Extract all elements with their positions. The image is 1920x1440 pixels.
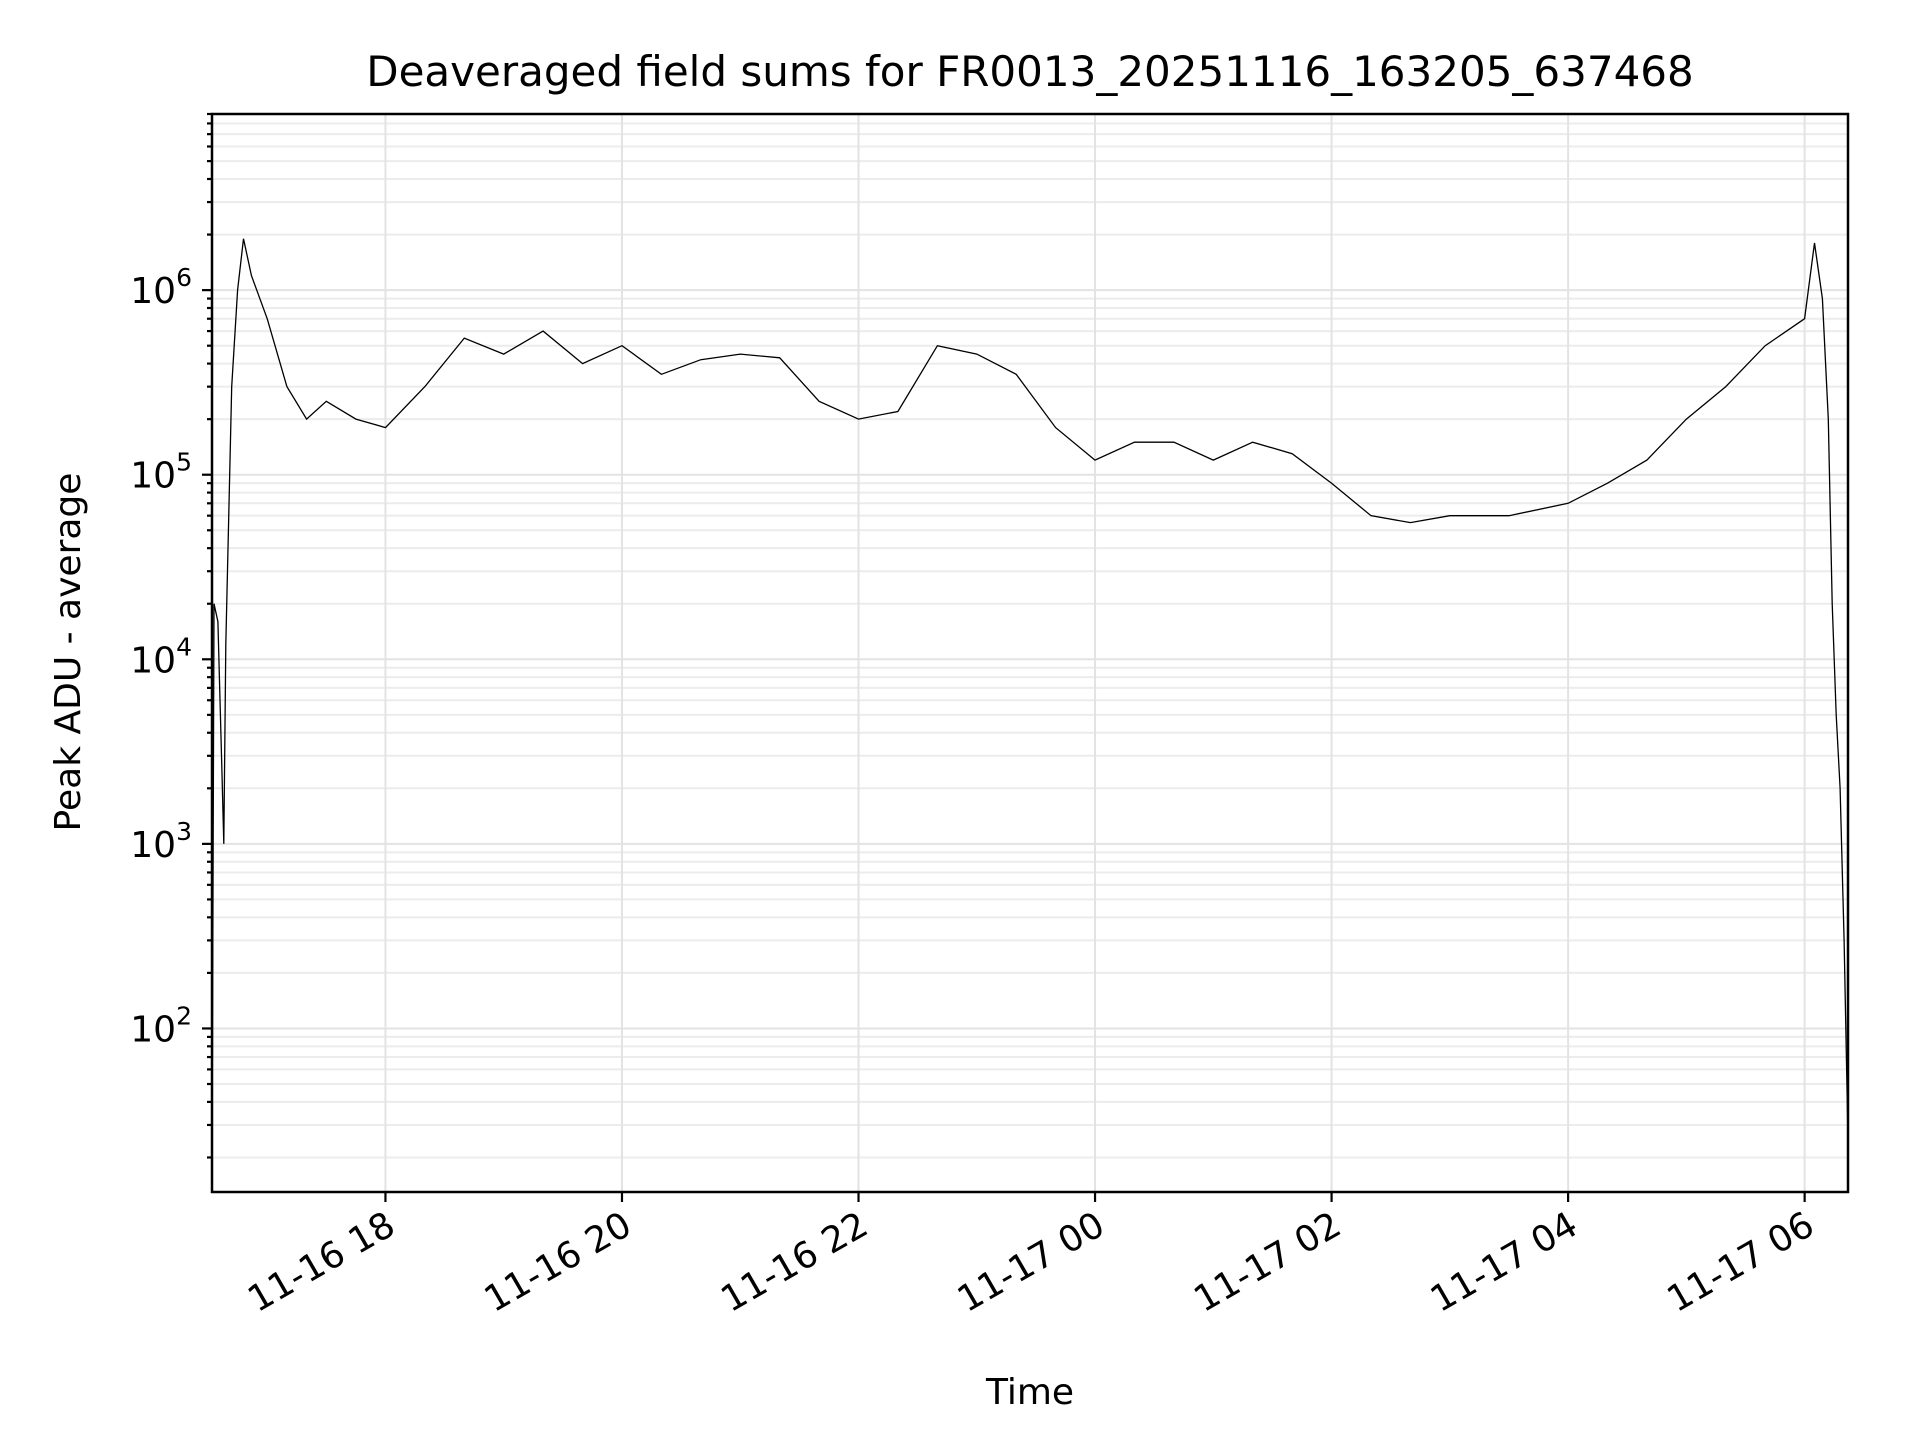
y-tick-label: 105 <box>130 448 192 497</box>
y-tick-label: 106 <box>130 263 192 312</box>
plot-frame <box>210 112 1850 1194</box>
data-layer <box>211 238 1849 1181</box>
chart-title: Deaveraged field sums for FR0013_2025111… <box>366 47 1694 96</box>
grid <box>212 113 1848 1192</box>
x-axis-label: Time <box>985 1372 1074 1413</box>
y-axis-label: Peak ADU - average <box>48 473 89 832</box>
y-tick-label: 102 <box>130 1001 192 1050</box>
y-tick-label: 104 <box>130 632 192 681</box>
series-line <box>211 238 1849 1181</box>
y-axis: 102 103 104 105 106 <box>130 112 212 1159</box>
y-tick-label: 103 <box>130 817 192 866</box>
